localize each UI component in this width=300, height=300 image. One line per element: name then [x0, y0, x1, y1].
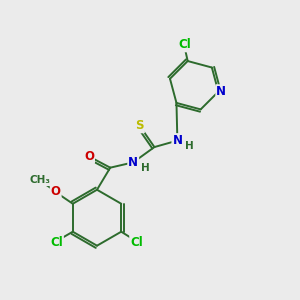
Text: H: H	[141, 163, 149, 173]
Text: Cl: Cl	[130, 236, 143, 248]
Text: Cl: Cl	[178, 38, 191, 51]
Text: Cl: Cl	[50, 236, 63, 248]
Text: N: N	[216, 85, 226, 98]
Text: O: O	[84, 150, 94, 163]
Text: O: O	[51, 185, 61, 198]
Text: S: S	[135, 119, 144, 132]
Text: N: N	[172, 134, 182, 147]
Text: H: H	[185, 141, 194, 151]
Text: N: N	[128, 156, 138, 169]
Text: CH₃: CH₃	[29, 175, 50, 185]
